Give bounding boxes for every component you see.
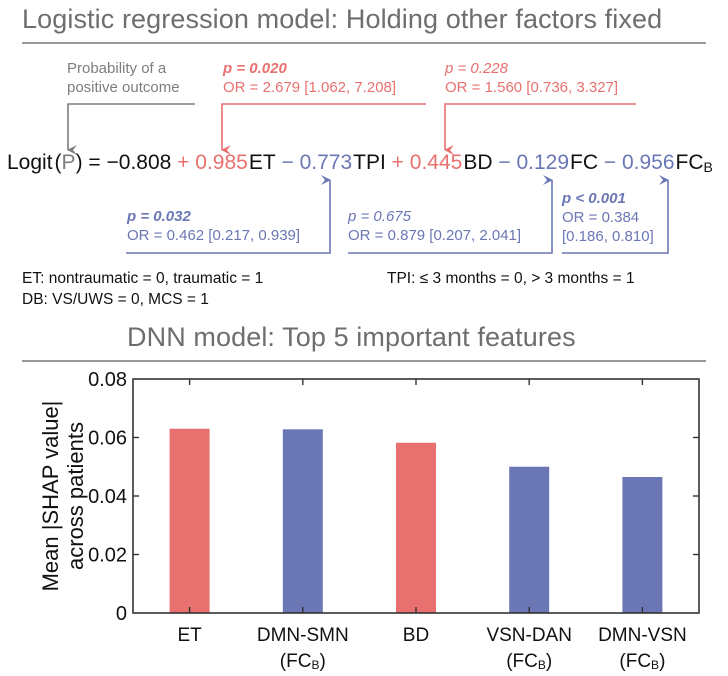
probability-note-line2: positive outcome xyxy=(67,79,180,96)
logit-equation: Logit(P) = −0.808 + 0.985ET − 0.773TPI +… xyxy=(7,151,713,175)
y-tick-label: 0.08 xyxy=(88,369,127,391)
tpi-annotation: p = 0.032 OR = 0.462 [0.217, 0.939] xyxy=(127,207,300,245)
eq-term-fc-op: − xyxy=(492,151,517,174)
eq-term-et-coef: 0.985 xyxy=(195,151,248,174)
eq-term-bd-op: + xyxy=(385,151,410,174)
eq-lhs-var: P xyxy=(61,151,76,174)
eq-lhs-close: ) xyxy=(75,151,83,174)
y-axis-label-line2: across patients xyxy=(63,422,88,570)
bd-odds-ratio: OR = 1.560 [0.736, 3.327] xyxy=(445,79,619,96)
probability-note-line1: Probability of a xyxy=(67,60,167,77)
eq-term-tpi-coef: 0.773 xyxy=(299,151,353,174)
arrow-fcb-coefficient xyxy=(562,175,669,254)
eq-term-et-var: ET xyxy=(248,151,276,174)
eq-term-bd-coef: 0.445 xyxy=(409,151,463,174)
eq-term-fcb-coef: 0.956 xyxy=(621,151,675,174)
fc-annotation: p = 0.675 OR = 0.879 [0.207, 2.041] xyxy=(348,207,521,245)
bd-p-value: p = 0.228 xyxy=(445,60,508,77)
fc-odds-ratio: OR = 0.879 [0.207, 2.041] xyxy=(348,227,522,244)
et-odds-ratio: OR = 2.679 [1.062, 7.208] xyxy=(223,79,397,96)
x-tick-label: DMN-VSN xyxy=(598,625,687,646)
fcb-p-value: p < 0.001 xyxy=(562,190,626,207)
x-tick-label-sub: (FCB) xyxy=(280,651,326,672)
x-tick-label: DMN-SMN xyxy=(257,625,349,646)
x-tick-label: BD xyxy=(403,625,429,646)
fc-p-value: p = 0.675 xyxy=(348,208,411,225)
fcb-odds-ratio: OR = 0.384 xyxy=(562,209,640,226)
chart-title: DNN model: Top 5 important features xyxy=(127,322,576,352)
legend-tpi: TPI: ≤ 3 months = 0, > 3 months = 1 xyxy=(387,270,635,287)
fcb-annotation: p < 0.001 OR = 0.384 [0.186, 0.810] xyxy=(562,189,654,246)
bar-vsn-dan xyxy=(509,466,550,613)
eq-term-tpi-var: TPI xyxy=(353,151,386,174)
eq-term-fc-coef: 0.129 xyxy=(516,151,570,174)
x-tick-label-sub: (FCB) xyxy=(506,651,552,672)
eq-term-tpi-op: − xyxy=(275,151,300,174)
et-annotation: p = 0.020 OR = 2.679 [1.062, 7.208] xyxy=(223,59,396,97)
chart-title-rule xyxy=(22,360,706,362)
arrow-et-coefficient xyxy=(221,103,426,155)
x-tick-label-sub: (FCB) xyxy=(619,651,665,672)
arrow-tpi-coefficient xyxy=(126,175,331,254)
legend-et: ET: nontraumatic = 0, traumatic = 1 xyxy=(22,270,264,287)
y-tick-label: 0.04 xyxy=(88,486,127,508)
et-p-value: p = 0.020 xyxy=(223,60,287,77)
y-axis-label-line1: Mean |SHAP value| xyxy=(38,401,63,592)
eq-term-et-op: + xyxy=(171,151,196,174)
arrow-bd-coefficient xyxy=(444,103,636,155)
eq-lhs-prefix: Logit xyxy=(7,151,53,174)
bar-bd xyxy=(396,442,436,613)
eq-term-bd-var: BD xyxy=(463,151,493,174)
eq-term-fcb-sub: B xyxy=(703,159,713,175)
eq-term-fc-var: FC xyxy=(570,151,599,174)
legend-db: DB: VS/UWS = 0, MCS = 1 xyxy=(22,291,209,308)
x-tick-label: ET xyxy=(177,625,202,646)
bar-et xyxy=(169,428,210,613)
probability-note: Probability of a positive outcome xyxy=(67,59,180,97)
regression-title: Logistic regression model: Holding other… xyxy=(22,4,663,34)
eq-term-fcb-op: − xyxy=(598,151,622,174)
bar-dmn-vsn xyxy=(622,476,663,613)
y-axis-label: Mean |SHAP value| across patients xyxy=(38,401,88,592)
fcb-confidence-interval: [0.186, 0.810] xyxy=(562,228,654,245)
bar-dmn-smn xyxy=(282,429,323,613)
tpi-p-value: p = 0.032 xyxy=(127,208,191,225)
y-tick-label: 0.06 xyxy=(88,428,127,450)
y-tick-label: 0.02 xyxy=(88,545,127,567)
eq-lhs-open: ( xyxy=(54,151,62,174)
tpi-odds-ratio: OR = 0.462 [0.217, 0.939] xyxy=(127,227,301,244)
eq-intercept: −0.808 xyxy=(106,151,172,174)
x-tick-label: VSN-DAN xyxy=(486,625,572,646)
bd-annotation: p = 0.228 OR = 1.560 [0.736, 3.327] xyxy=(445,59,618,97)
arrow-fc-coefficient xyxy=(348,175,553,254)
y-tick-label: 0 xyxy=(116,603,127,625)
eq-equals: = xyxy=(82,151,107,174)
arrow-probability-to-p xyxy=(67,103,195,155)
regression-title-rule xyxy=(22,42,706,44)
eq-term-fcb-var: FC xyxy=(675,151,704,174)
